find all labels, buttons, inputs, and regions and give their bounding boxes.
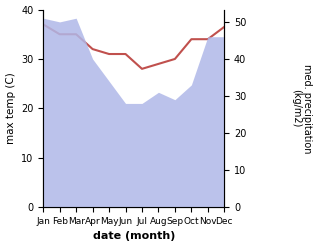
X-axis label: date (month): date (month) (93, 231, 175, 242)
Y-axis label: max temp (C): max temp (C) (5, 72, 16, 144)
Y-axis label: med. precipitation
(kg/m2): med. precipitation (kg/m2) (291, 64, 313, 153)
